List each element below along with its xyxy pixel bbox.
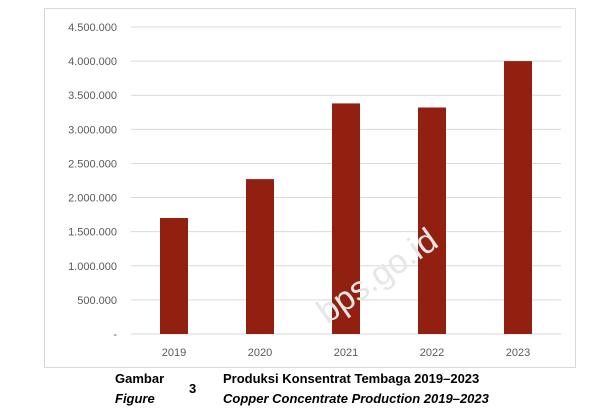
y-tick-label: 500.000	[77, 295, 117, 307]
caption-prefix-id: Gambar	[115, 371, 165, 386]
x-tick-label: 2022	[420, 347, 444, 359]
caption-number: 3	[189, 381, 197, 396]
y-tick-label: 3.500.000	[68, 90, 117, 102]
y-tick-label: 2.500.000	[68, 158, 117, 170]
bar	[418, 107, 446, 334]
y-tick-label: 4.000.000	[68, 56, 117, 68]
y-tick-label: 4.500.000	[68, 22, 117, 34]
bar	[332, 103, 360, 334]
bar-chart: - 500.000 1.000.000 1.500.000 2.000.000 2.500…	[68, 22, 561, 359]
y-tick-label: 2.000.000	[68, 193, 117, 205]
y-tick-label: 1.500.000	[68, 227, 117, 239]
bar	[504, 61, 532, 334]
caption-title-en: Copper Concentrate Production 2019–2023	[223, 391, 489, 406]
y-tick-label: 1.000.000	[68, 261, 117, 273]
bar	[246, 179, 274, 334]
y-tick-label: 3.000.000	[68, 124, 117, 136]
x-tick-label: 2021	[334, 347, 358, 359]
x-tick-label: 2023	[506, 347, 530, 359]
y-tick-label: -	[113, 329, 117, 341]
x-tick-label: 2020	[248, 347, 272, 359]
figure-caption: Gambar Figure 3 Produksi Konsentrat Temb…	[115, 370, 595, 414]
x-tick-label: 2019	[162, 347, 186, 359]
caption-title-id: Produksi Konsentrat Tembaga 2019–2023	[223, 371, 480, 386]
caption-prefix-en: Figure	[115, 391, 155, 406]
bar	[160, 218, 188, 334]
chart-frame: - 500.000 1.000.000 1.500.000 2.000.000 2.500…	[44, 8, 576, 368]
